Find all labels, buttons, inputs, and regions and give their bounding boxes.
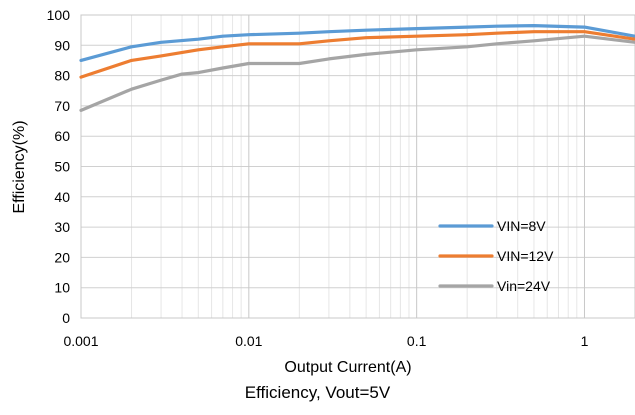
series-line-2 <box>79 30 635 79</box>
y-tick-label: 50 <box>54 159 70 175</box>
y-tick-labels: 0 10 20 30 40 50 60 70 80 90 100 <box>47 7 71 326</box>
x-tick-label: 0.1 <box>407 333 427 349</box>
y-tick-label: 90 <box>54 37 70 53</box>
y-tick-label: 40 <box>54 189 70 205</box>
legend: VIN=8V VIN=12V Vin=24V <box>438 218 554 294</box>
plot-border <box>80 14 635 319</box>
y-tick-label: 60 <box>54 128 70 144</box>
series-line-3 <box>79 34 635 113</box>
y-tick-label: 10 <box>54 280 70 296</box>
x-tick-labels: 0.001 0.01 0.1 1 <box>63 333 588 349</box>
series-line-1 <box>79 24 635 63</box>
x-tick-label: 0.01 <box>235 333 262 349</box>
series-lines <box>79 24 635 113</box>
legend-label: VIN=12V <box>497 248 554 264</box>
figure-caption: Efficiency, Vout=5V <box>244 383 391 402</box>
y-tick-label: 20 <box>54 249 70 265</box>
y-tick-label: 30 <box>54 219 70 235</box>
x-tick-label: 1 <box>581 333 589 349</box>
plot-area <box>80 14 635 319</box>
legend-label: VIN=8V <box>497 218 546 234</box>
legend-label: Vin=24V <box>497 278 551 294</box>
y-tick-label: 100 <box>47 7 71 23</box>
x-axis-title: Output Current(A) <box>284 359 411 376</box>
y-tick-label: 70 <box>54 98 70 114</box>
y-tick-label: 0 <box>62 310 70 326</box>
x-tick-label: 0.001 <box>63 333 98 349</box>
y-axis-title: Efficiency(%) <box>11 120 28 213</box>
y-tick-label: 80 <box>54 68 70 84</box>
